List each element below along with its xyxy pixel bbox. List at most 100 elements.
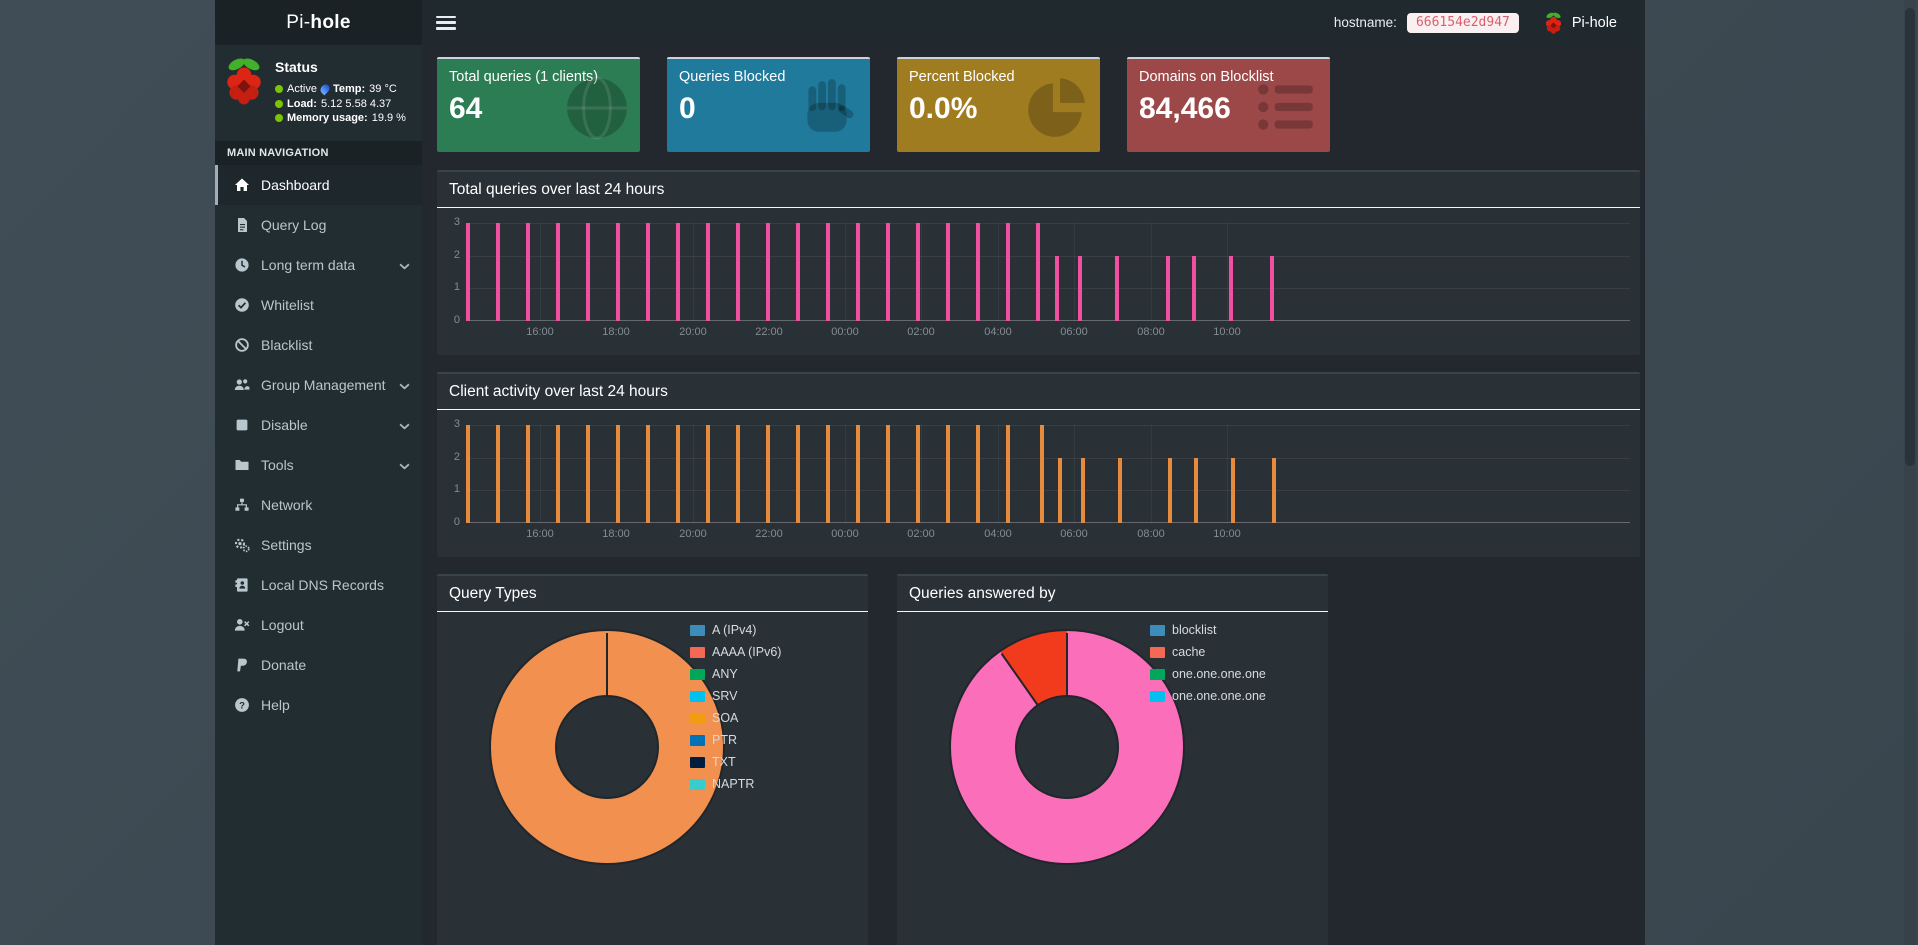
question-icon: ? — [233, 697, 250, 713]
legend-swatch — [690, 624, 705, 636]
grid-line — [1227, 425, 1228, 523]
x-axis-tick: 04:00 — [984, 528, 1012, 540]
bar — [1231, 457, 1235, 523]
legend-swatch — [690, 778, 705, 790]
clock-icon — [233, 257, 250, 273]
brand-label: Pi-hole — [1571, 14, 1617, 31]
x-axis-tick: 00:00 — [831, 326, 859, 338]
summary-cards-row: Total queries (1 clients) 64 Queries Block… — [437, 57, 1640, 152]
bar — [796, 223, 800, 321]
legend-item-naptr[interactable]: NAPTR — [690, 777, 781, 791]
nav-label: Group Management — [261, 376, 386, 393]
status-row-load: Load: 5.12 5.58 4.37 — [275, 98, 406, 110]
sidebar-item-donate[interactable]: Donate — [215, 645, 422, 685]
grid-line — [466, 320, 1630, 321]
legend-item-soa[interactable]: SOA — [690, 711, 781, 725]
bar — [736, 425, 740, 523]
sidebar-item-long-term-data[interactable]: Long term data — [215, 245, 422, 285]
bar — [856, 425, 860, 523]
legend-item-ptr[interactable]: PTR — [690, 733, 781, 747]
x-axis-tick: 10:00 — [1213, 528, 1241, 540]
query-types-donut-chart[interactable] — [489, 629, 725, 865]
grid-line — [998, 223, 999, 321]
bar — [826, 223, 830, 321]
bar — [1166, 255, 1170, 321]
check-circle-icon — [233, 297, 250, 313]
grid-line — [466, 425, 1630, 426]
legend-label: A (IPv4) — [712, 623, 757, 637]
network-icon — [233, 497, 250, 513]
bar — [556, 223, 560, 321]
legend-item-txt[interactable]: TXT — [690, 755, 781, 769]
gears-icon — [233, 537, 250, 553]
x-axis-tick: 06:00 — [1060, 528, 1088, 540]
card-title: Domains on Blocklist — [1139, 69, 1274, 85]
y-axis-tick: 0 — [453, 516, 460, 528]
sidebar-item-disable[interactable]: Disable — [215, 405, 422, 445]
legend-swatch — [1150, 690, 1165, 702]
sidebar-item-group-management[interactable]: Group Management — [215, 365, 422, 405]
temperature-icon — [318, 82, 332, 96]
navbar-right: hostname: 666154e2d947 Pi-hole — [1334, 11, 1617, 34]
legend-swatch — [690, 646, 705, 658]
sidebar-item-whitelist[interactable]: Whitelist — [215, 285, 422, 325]
svg-text:?: ? — [239, 700, 245, 711]
legend-swatch — [690, 668, 705, 680]
nav-label: Network — [261, 496, 313, 513]
sidebar-toggle-button[interactable] — [436, 15, 456, 30]
queries-answered-by-donut-chart[interactable] — [949, 629, 1185, 865]
globe-icon — [564, 75, 630, 141]
bar — [1081, 457, 1085, 523]
legend-label: TXT — [712, 755, 736, 769]
bar — [976, 223, 980, 321]
legend-item-srv[interactable]: SRV — [690, 689, 781, 703]
bar — [1036, 223, 1040, 321]
bar — [736, 223, 740, 321]
legend-item-a-ipv4[interactable]: A (IPv4) — [690, 623, 781, 637]
bar — [976, 425, 980, 523]
slice-border — [606, 633, 608, 747]
sidebar-item-local-dns-records[interactable]: Local DNS Records — [215, 565, 422, 605]
sidebar-item-tools[interactable]: Tools — [215, 445, 422, 485]
summary-card-total-queries-1-clients: Total queries (1 clients) 64 — [437, 57, 640, 152]
grid-line — [845, 223, 846, 321]
legend-item-any[interactable]: ANY — [690, 667, 781, 681]
grid-line — [693, 223, 694, 321]
sidebar-item-help[interactable]: ? Help — [215, 685, 422, 725]
legend-item-cache[interactable]: cache — [1150, 645, 1266, 659]
grid-line — [1151, 223, 1152, 321]
card-title: Percent Blocked — [909, 69, 1015, 85]
bar — [856, 223, 860, 321]
legend-label: one.one.one.one — [1172, 689, 1266, 703]
sidebar-item-blacklist[interactable]: Blacklist — [215, 325, 422, 365]
query-types-panel: Query Types A (IPv4) AAAA (IPv6) ANY SRV SOA… — [437, 574, 868, 945]
summary-card-domains-on-blocklist: Domains on Blocklist 84,466 — [1127, 57, 1330, 152]
chevron-down-icon — [399, 377, 410, 393]
grid-line — [845, 425, 846, 523]
sidebar-item-dashboard[interactable]: Dashboard — [215, 164, 422, 205]
user-times-icon — [233, 617, 250, 633]
sidebar-logo[interactable]: Pi-hole — [215, 0, 422, 45]
sidebar-item-settings[interactable]: Settings — [215, 525, 422, 565]
x-axis-tick: 04:00 — [984, 326, 1012, 338]
legend-item-aaaa-ipv6[interactable]: AAAA (IPv6) — [690, 645, 781, 659]
brand-link[interactable]: Pi-hole — [1543, 11, 1617, 34]
page-scrollbar[interactable] — [1904, 0, 1916, 945]
total-queries-chart[interactable]: 3 2 1 0 16:00 18:00 20:00 22:00 00:00 02:00 04:00 0… — [454, 216, 1630, 338]
legend-item-blocklist[interactable]: blocklist — [1150, 623, 1266, 637]
legend-item-one-one-one-one[interactable]: one.one.one.one — [1150, 689, 1266, 703]
sidebar-item-logout[interactable]: Logout — [215, 605, 422, 645]
nav-label: Settings — [261, 536, 312, 553]
x-axis-tick: 20:00 — [679, 326, 707, 338]
bar — [466, 223, 470, 321]
bar — [1006, 425, 1010, 523]
donut-ring — [949, 629, 1185, 865]
scrollbar-thumb[interactable] — [1905, 8, 1915, 466]
grid-line — [540, 425, 541, 523]
status-title: Status — [275, 59, 318, 75]
legend-item-one-one-one-one[interactable]: one.one.one.one — [1150, 667, 1266, 681]
sidebar-item-network[interactable]: Network — [215, 485, 422, 525]
client-activity-chart[interactable]: 3 2 1 0 16:00 18:00 20:00 22:00 00:00 02:00 04:00 0… — [454, 418, 1630, 540]
legend-swatch — [1150, 646, 1165, 658]
sidebar-item-query-log[interactable]: Query Log — [215, 205, 422, 245]
